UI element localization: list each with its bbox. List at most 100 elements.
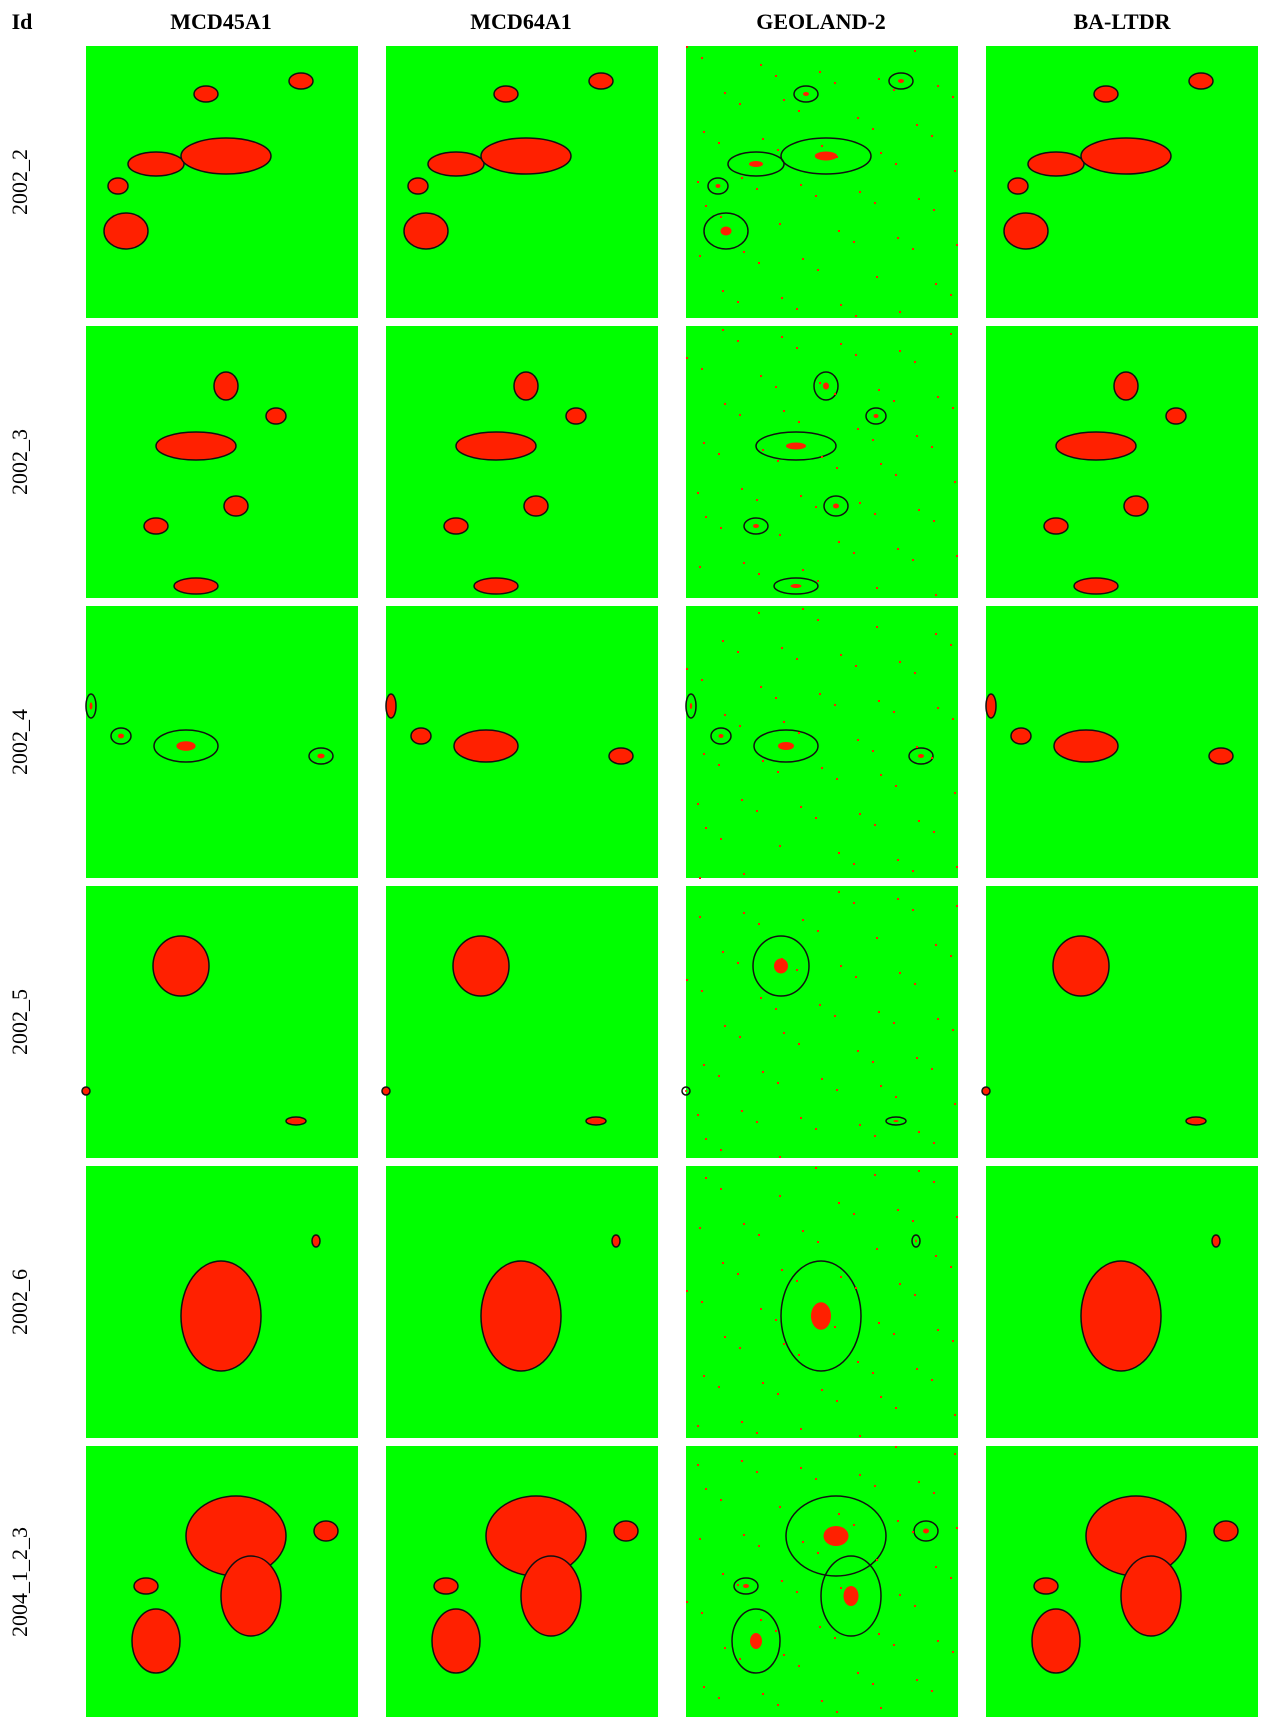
speckle (855, 1598, 857, 1600)
speckle (933, 1142, 935, 1144)
burned-area (898, 79, 904, 83)
speckle (762, 1071, 764, 1073)
speckle (895, 785, 897, 787)
speckle (703, 1064, 705, 1066)
speckle (743, 1223, 745, 1225)
speckle (703, 442, 705, 444)
speckle (954, 170, 956, 172)
speckle (697, 492, 699, 494)
map-panel (86, 326, 358, 598)
speckle (705, 516, 707, 518)
burned-area (118, 734, 124, 739)
speckle (697, 803, 699, 805)
speckle (935, 944, 937, 946)
speckle (878, 1633, 880, 1635)
speckle (895, 163, 897, 165)
speckle (703, 1686, 705, 1688)
map-panel (682, 886, 958, 1158)
speckle (796, 658, 798, 660)
speckle (705, 827, 707, 829)
map-panel (382, 886, 658, 1158)
speckle (916, 1057, 918, 1059)
speckle (897, 1520, 899, 1522)
speckle (872, 1061, 874, 1063)
speckle (703, 1375, 705, 1377)
speckle (834, 82, 836, 84)
speckle (952, 718, 954, 720)
speckle (686, 668, 688, 670)
speckle (798, 1665, 800, 1667)
speckle (800, 495, 802, 497)
speckle (937, 1640, 939, 1642)
speckle (859, 1124, 861, 1126)
speckle (956, 555, 958, 557)
row-label: 2002_4 (7, 709, 32, 775)
speckle (836, 467, 838, 469)
speckle (737, 1273, 739, 1275)
speckle (855, 354, 857, 356)
speckle (701, 57, 703, 59)
speckle (916, 124, 918, 126)
speckle (916, 746, 918, 748)
speckle (777, 1393, 779, 1395)
speckle (775, 697, 777, 699)
speckle (872, 1372, 874, 1374)
speckle (878, 78, 880, 80)
speckle (897, 548, 899, 550)
speckle (952, 407, 954, 409)
speckle (857, 428, 859, 430)
speckle (815, 817, 817, 819)
speckle (779, 1195, 781, 1197)
speckle (937, 707, 939, 709)
speckle (724, 1336, 726, 1338)
speckle (779, 845, 781, 847)
speckle (817, 930, 819, 932)
speckle (918, 1131, 920, 1133)
speckle (956, 1527, 958, 1529)
page: {"header": {"columns": ["Id", "MCD45A1",… (0, 0, 1264, 1717)
speckle (836, 778, 838, 780)
speckle (872, 750, 874, 752)
speckle (722, 1573, 724, 1575)
speckle (777, 149, 779, 151)
speckle (912, 870, 914, 872)
burned-area (823, 383, 829, 390)
speckle (874, 1135, 876, 1137)
speckle (853, 1524, 855, 1526)
speckle (686, 979, 688, 981)
map-panel (86, 606, 358, 878)
speckle (739, 1658, 741, 1660)
map-panel (686, 1446, 958, 1717)
speckle (956, 1216, 958, 1218)
speckle (756, 810, 758, 812)
speckle (954, 1453, 956, 1455)
burned-area (716, 184, 721, 188)
speckle (783, 1654, 785, 1656)
row-label: 2002_2 (7, 149, 32, 215)
speckle (912, 248, 914, 250)
burned-area (743, 1584, 749, 1588)
map-background (86, 326, 358, 598)
speckle (916, 1368, 918, 1370)
speckle (912, 1220, 914, 1222)
row-label: 2004_1_2_3 (7, 1527, 32, 1637)
speckle (817, 269, 819, 271)
speckle (781, 958, 783, 960)
speckle (899, 661, 901, 663)
speckle (918, 1170, 920, 1172)
speckle (737, 962, 739, 964)
speckle (950, 1266, 952, 1268)
speckle (762, 449, 764, 451)
speckle (950, 955, 952, 957)
burned-area (874, 414, 879, 418)
speckle (897, 898, 899, 900)
speckle (899, 972, 901, 974)
speckle (699, 566, 701, 568)
map-background (686, 886, 958, 1158)
speckle (834, 704, 836, 706)
map-panel (686, 606, 958, 879)
speckle (775, 1630, 777, 1632)
speckle (798, 421, 800, 423)
speckle (718, 1697, 720, 1699)
speckle (802, 569, 804, 571)
